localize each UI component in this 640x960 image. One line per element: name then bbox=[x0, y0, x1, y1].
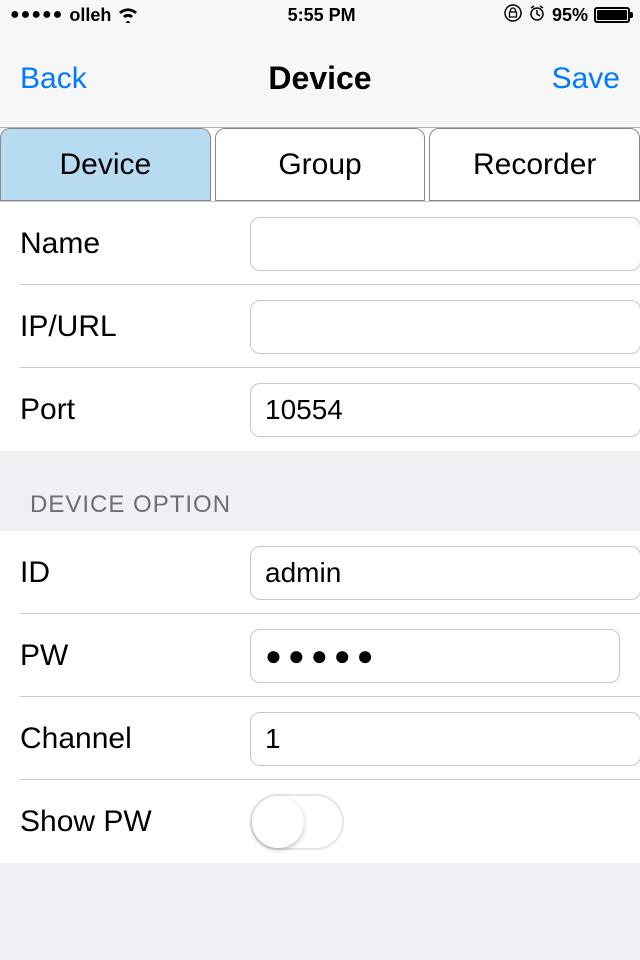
label-ipurl: IP/URL bbox=[20, 310, 250, 344]
status-bar: ●●●●● olleh 5:55 PM 95% bbox=[0, 0, 640, 30]
row-name: Name bbox=[0, 202, 640, 285]
label-name: Name bbox=[20, 227, 250, 261]
segmented-control: Device Group Recorder bbox=[0, 128, 640, 202]
status-left: ●●●●● olleh bbox=[10, 5, 139, 26]
nav-bar: Back Device Save bbox=[0, 30, 640, 128]
page-title: Device bbox=[268, 60, 371, 97]
ipurl-input[interactable] bbox=[250, 300, 640, 354]
label-channel: Channel bbox=[20, 722, 250, 756]
alarm-icon bbox=[528, 4, 546, 27]
tab-group[interactable]: Group bbox=[215, 128, 426, 201]
row-port: Port bbox=[0, 368, 640, 451]
orientation-lock-icon bbox=[504, 4, 522, 27]
tab-recorder[interactable]: Recorder bbox=[429, 128, 640, 201]
row-id: ID bbox=[0, 531, 640, 614]
label-showpw: Show PW bbox=[20, 805, 250, 839]
label-id: ID bbox=[20, 556, 250, 590]
wifi-icon bbox=[117, 7, 139, 23]
battery-icon bbox=[594, 7, 630, 23]
status-time: 5:55 PM bbox=[288, 5, 356, 26]
label-pw: PW bbox=[20, 639, 250, 673]
label-port: Port bbox=[20, 393, 250, 427]
id-input[interactable] bbox=[250, 546, 640, 600]
back-button[interactable]: Back bbox=[20, 62, 120, 96]
tab-device[interactable]: Device bbox=[0, 128, 211, 201]
signal-strength-icon: ●●●●● bbox=[10, 6, 63, 24]
row-pw: PW ●●●●● bbox=[0, 614, 640, 697]
pw-input[interactable]: ●●●●● bbox=[250, 629, 620, 683]
row-ipurl: IP/URL bbox=[0, 285, 640, 368]
port-input[interactable] bbox=[250, 383, 640, 437]
status-right: 95% bbox=[504, 4, 630, 27]
section-device-option: ID PW ●●●●● Channel Show PW bbox=[0, 531, 640, 863]
name-input[interactable] bbox=[250, 217, 640, 271]
section-connection: Name IP/URL Port bbox=[0, 202, 640, 451]
row-channel: Channel bbox=[0, 697, 640, 780]
save-button[interactable]: Save bbox=[520, 62, 620, 96]
switch-knob bbox=[252, 796, 304, 848]
row-showpw: Show PW bbox=[0, 780, 640, 863]
channel-input[interactable] bbox=[250, 712, 640, 766]
battery-percent: 95% bbox=[552, 5, 588, 26]
carrier-label: olleh bbox=[69, 5, 111, 26]
showpw-toggle[interactable] bbox=[250, 794, 344, 850]
section-header-device-option: DEVICE OPTION bbox=[0, 451, 640, 531]
